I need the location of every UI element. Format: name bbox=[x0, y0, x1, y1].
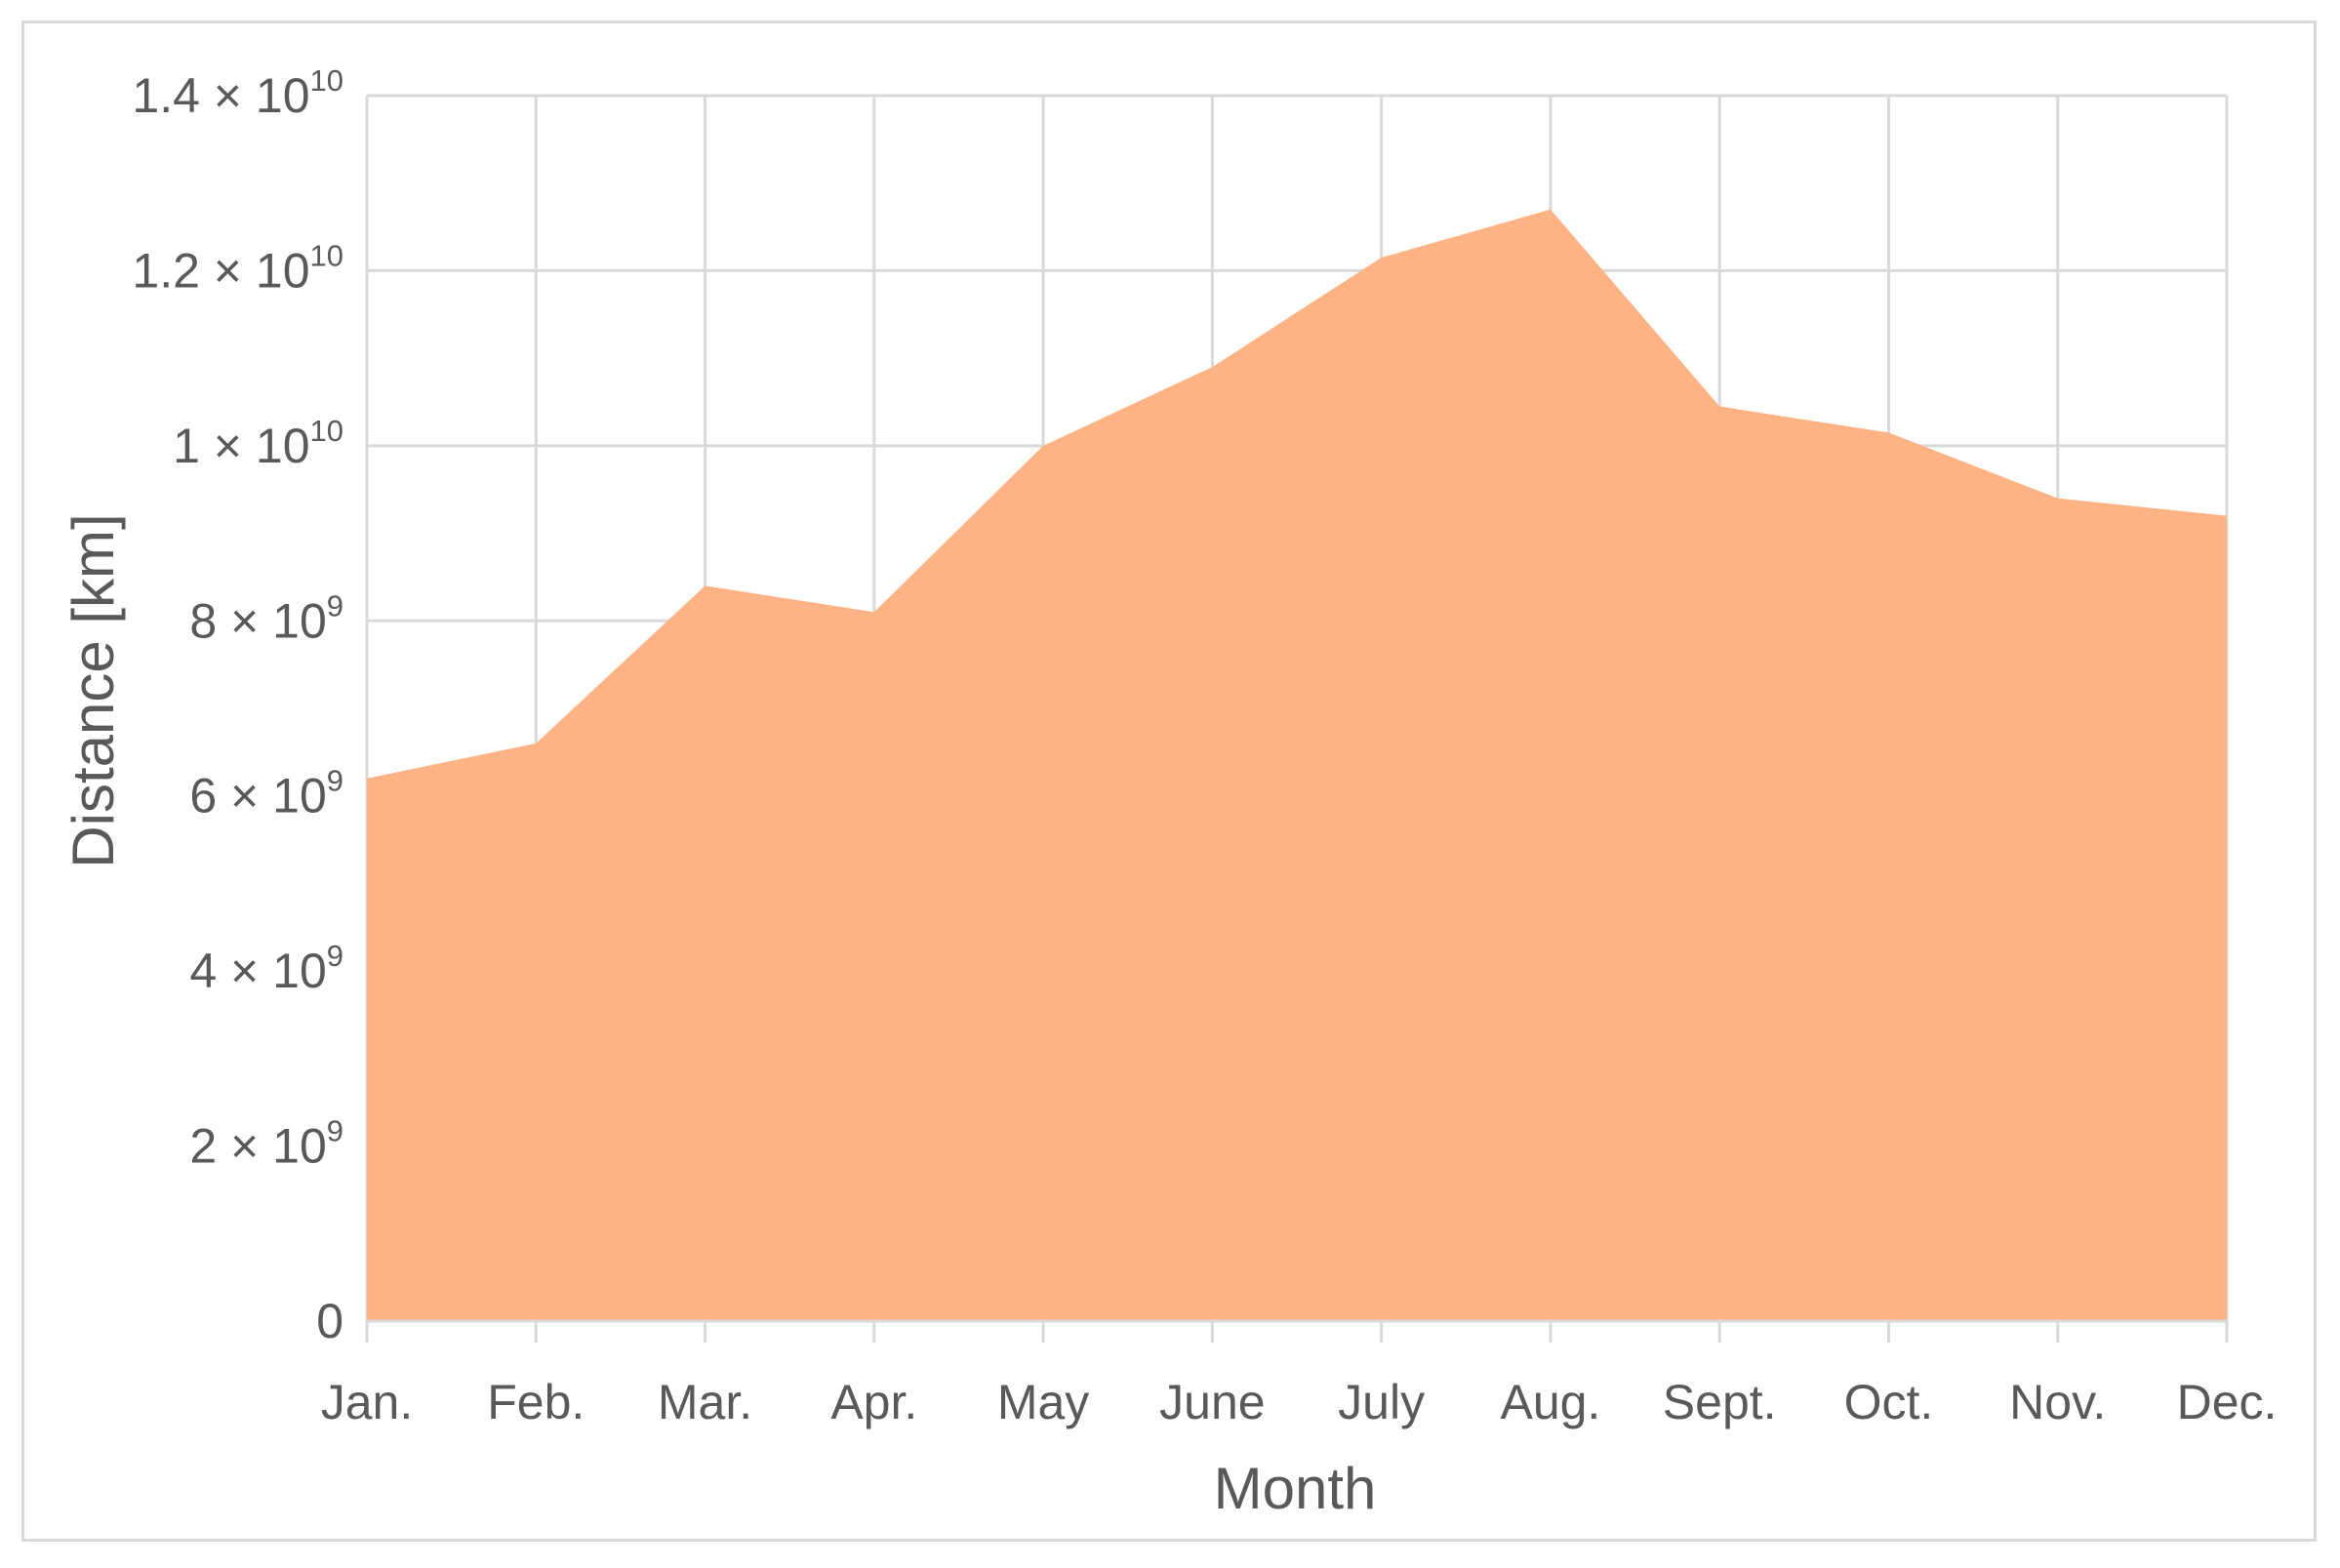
x-tick-label: Feb. bbox=[487, 1375, 585, 1429]
x-tick-label: Nov. bbox=[2009, 1375, 2106, 1429]
y-tick-label: 2 × 109 bbox=[189, 1114, 343, 1174]
x-tick-label: July bbox=[1338, 1375, 1425, 1429]
x-tick-label: Sept. bbox=[1663, 1375, 1777, 1429]
x-axis-title: Month bbox=[1214, 1456, 1377, 1521]
y-tick-label: 6 × 109 bbox=[189, 764, 343, 824]
y-tick-label: 8 × 109 bbox=[189, 588, 343, 648]
y-tick-label: 1 × 1010 bbox=[173, 414, 343, 473]
y-axis-title: Distance [km] bbox=[61, 513, 126, 867]
x-tick-label: Mar. bbox=[658, 1375, 752, 1429]
x-tick-label: Dec. bbox=[2177, 1375, 2278, 1429]
x-tick-label: May bbox=[997, 1375, 1089, 1429]
x-tick-label: Oct. bbox=[1844, 1375, 1934, 1429]
x-tick-label: June bbox=[1159, 1375, 1265, 1429]
x-tick-label: Apr. bbox=[830, 1375, 917, 1429]
y-tick-label: 1.4 × 1010 bbox=[132, 63, 343, 123]
y-tick-label: 1.2 × 1010 bbox=[132, 238, 343, 298]
axes bbox=[365, 1319, 2229, 1343]
x-tick-label: Aug. bbox=[1500, 1375, 1600, 1429]
area-series bbox=[367, 209, 2227, 1322]
y-tick-label: 0 bbox=[316, 1294, 343, 1348]
x-tick-label: Jan. bbox=[321, 1375, 414, 1429]
area-fill bbox=[367, 209, 2227, 1322]
tick-labels: Jan. Feb. Mar. Apr. May June July Aug. Sept. Oct.… bbox=[132, 63, 2277, 1429]
y-tick-label: 4 × 109 bbox=[189, 939, 343, 998]
